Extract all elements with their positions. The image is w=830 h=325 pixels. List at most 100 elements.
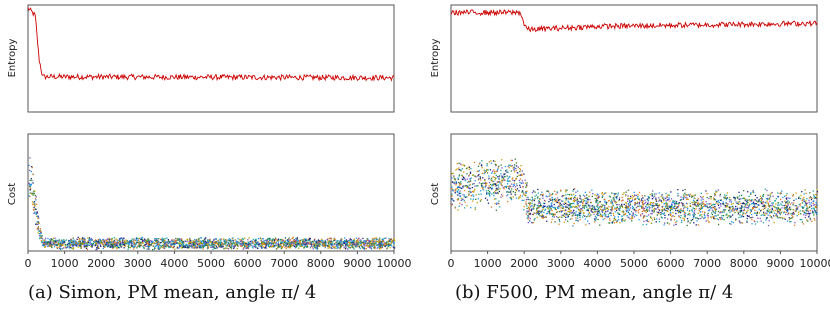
cost-point <box>198 242 201 245</box>
cost-point <box>670 219 672 221</box>
cost-point <box>90 238 93 240</box>
cost-point <box>722 201 724 203</box>
cost-point <box>507 185 509 188</box>
cost-point <box>701 201 703 203</box>
cost-point <box>127 244 130 247</box>
cost-point <box>781 204 783 206</box>
cost-point <box>721 215 723 217</box>
cost-point <box>715 215 717 217</box>
cost-point <box>778 211 780 213</box>
cost-point <box>172 243 174 245</box>
cost-point <box>499 206 501 208</box>
cost-point <box>685 194 687 196</box>
cost-point <box>610 212 612 214</box>
cost-point <box>655 197 657 199</box>
cost-point <box>119 244 121 246</box>
cost-point <box>199 240 201 242</box>
cost-point <box>307 238 309 240</box>
cost-point <box>37 226 39 229</box>
cost-point <box>643 207 646 210</box>
cost-point <box>66 246 68 248</box>
cost-point <box>631 194 634 197</box>
cost-point <box>675 209 677 212</box>
cost-point <box>204 240 206 242</box>
cost-point <box>629 204 631 206</box>
cost-point <box>99 244 102 246</box>
cost-point <box>478 178 480 180</box>
cost-point <box>48 243 50 245</box>
cost-point <box>810 202 813 204</box>
cost-point <box>212 241 214 243</box>
cost-point <box>211 243 214 245</box>
cost-point <box>97 238 99 241</box>
cost-point <box>596 205 598 207</box>
cost-point <box>567 215 570 217</box>
cost-point <box>111 243 113 245</box>
cost-point <box>351 245 353 247</box>
cost-point <box>551 218 553 221</box>
entropy-line <box>450 8 818 33</box>
cost-point <box>510 165 512 167</box>
cost-point <box>134 240 137 242</box>
cost-point <box>707 215 709 217</box>
cost-point <box>546 195 548 198</box>
cost-point <box>64 246 66 248</box>
cost-point <box>494 160 496 163</box>
cost-point <box>776 209 779 211</box>
cost-point <box>539 210 542 212</box>
cost-point <box>278 246 280 248</box>
x-tick-label: 9000 <box>343 257 371 270</box>
cost-point <box>267 238 270 240</box>
cost-point <box>809 197 811 199</box>
cost-point <box>767 214 769 216</box>
cost-point <box>169 245 172 247</box>
cost-point <box>29 185 32 187</box>
cost-point <box>138 237 141 239</box>
cost-point <box>481 172 483 174</box>
cost-point <box>453 200 455 202</box>
cost-point <box>595 216 597 219</box>
cost-point <box>306 245 309 247</box>
cost-point <box>374 243 376 245</box>
cost-point <box>31 166 33 168</box>
cost-point <box>579 201 581 203</box>
cost-point <box>512 196 514 198</box>
cost-point <box>573 212 575 214</box>
cost-point <box>500 169 502 172</box>
cost-point <box>614 193 616 195</box>
cost-point <box>487 187 489 189</box>
cost-point <box>623 212 625 214</box>
cost-point <box>336 239 338 242</box>
cost-point <box>118 247 121 249</box>
cost-point <box>121 240 123 243</box>
cost-point <box>604 200 606 202</box>
cost-point <box>689 214 691 216</box>
cost-point <box>372 242 375 245</box>
cost-point <box>549 213 551 215</box>
cost-point <box>771 217 773 219</box>
cost-point <box>661 194 663 196</box>
cost-point <box>725 197 727 200</box>
cost-point <box>665 200 667 202</box>
cost-point <box>544 202 546 205</box>
cost-point <box>183 243 185 245</box>
cost-point <box>680 215 682 217</box>
cost-point <box>267 238 269 240</box>
cost-point <box>629 218 631 220</box>
cost-point <box>339 244 342 246</box>
cost-point <box>336 243 338 245</box>
cost-point <box>594 215 597 217</box>
cost-point <box>173 243 175 245</box>
cost-point <box>604 192 606 194</box>
cost-point <box>663 224 665 226</box>
cost-point <box>738 203 740 206</box>
cost-point <box>498 203 500 205</box>
cost-point <box>344 241 346 243</box>
cost-point <box>333 238 335 240</box>
cost-point <box>381 238 384 240</box>
cost-point <box>703 205 705 208</box>
cost-point <box>672 215 674 217</box>
cost-point <box>669 206 671 208</box>
cost-point <box>667 208 670 210</box>
cost-point <box>688 210 690 213</box>
